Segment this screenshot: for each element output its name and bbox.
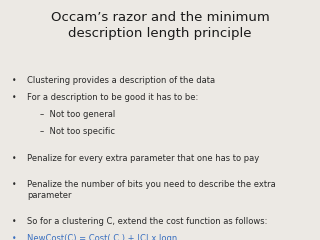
Text: Occam’s razor and the minimum
description length principle: Occam’s razor and the minimum descriptio…	[51, 11, 269, 40]
Text: Clustering provides a description of the data: Clustering provides a description of the…	[27, 76, 215, 85]
Text: NewCost(C) = Cost( C ) + |C| x logn: NewCost(C) = Cost( C ) + |C| x logn	[27, 234, 178, 240]
Text: •: •	[12, 76, 17, 85]
Text: Penalize for every extra parameter that one has to pay: Penalize for every extra parameter that …	[27, 154, 260, 163]
Text: For a description to be good it has to be:: For a description to be good it has to b…	[27, 93, 198, 102]
Text: •: •	[12, 93, 17, 102]
Text: –  Not too general: – Not too general	[40, 110, 115, 119]
Text: •: •	[12, 234, 17, 240]
Text: •: •	[12, 217, 17, 226]
Text: –  Not too specific: – Not too specific	[40, 127, 115, 136]
Text: •: •	[12, 180, 17, 189]
Text: •: •	[12, 154, 17, 163]
Text: Penalize the number of bits you need to describe the extra
parameter: Penalize the number of bits you need to …	[27, 180, 276, 200]
Text: So for a clustering C, extend the cost function as follows:: So for a clustering C, extend the cost f…	[27, 217, 268, 226]
